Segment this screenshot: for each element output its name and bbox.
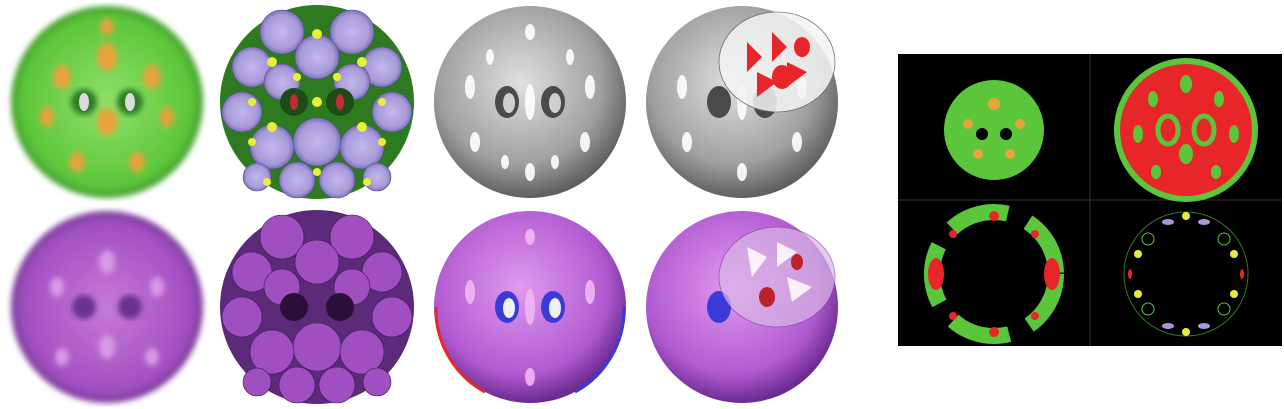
render-green-lavender-lobes xyxy=(212,2,422,202)
render-gray-surface xyxy=(425,2,635,202)
slice-contour-ring-cross-section xyxy=(1123,211,1249,337)
render-green-orange-blur xyxy=(2,2,212,202)
render-purple-surface-cutaway xyxy=(637,207,847,407)
render-purple-surface xyxy=(425,207,635,407)
slice-panel xyxy=(898,54,1282,346)
slice-red-large-ball xyxy=(1114,58,1258,202)
render-purple-blur xyxy=(2,207,212,407)
render-purple-lobes xyxy=(212,207,422,407)
slice-green-small-ball xyxy=(944,80,1044,180)
render-gray-surface-cutaway xyxy=(637,2,847,202)
slice-green-ring-cross-section xyxy=(924,204,1064,344)
